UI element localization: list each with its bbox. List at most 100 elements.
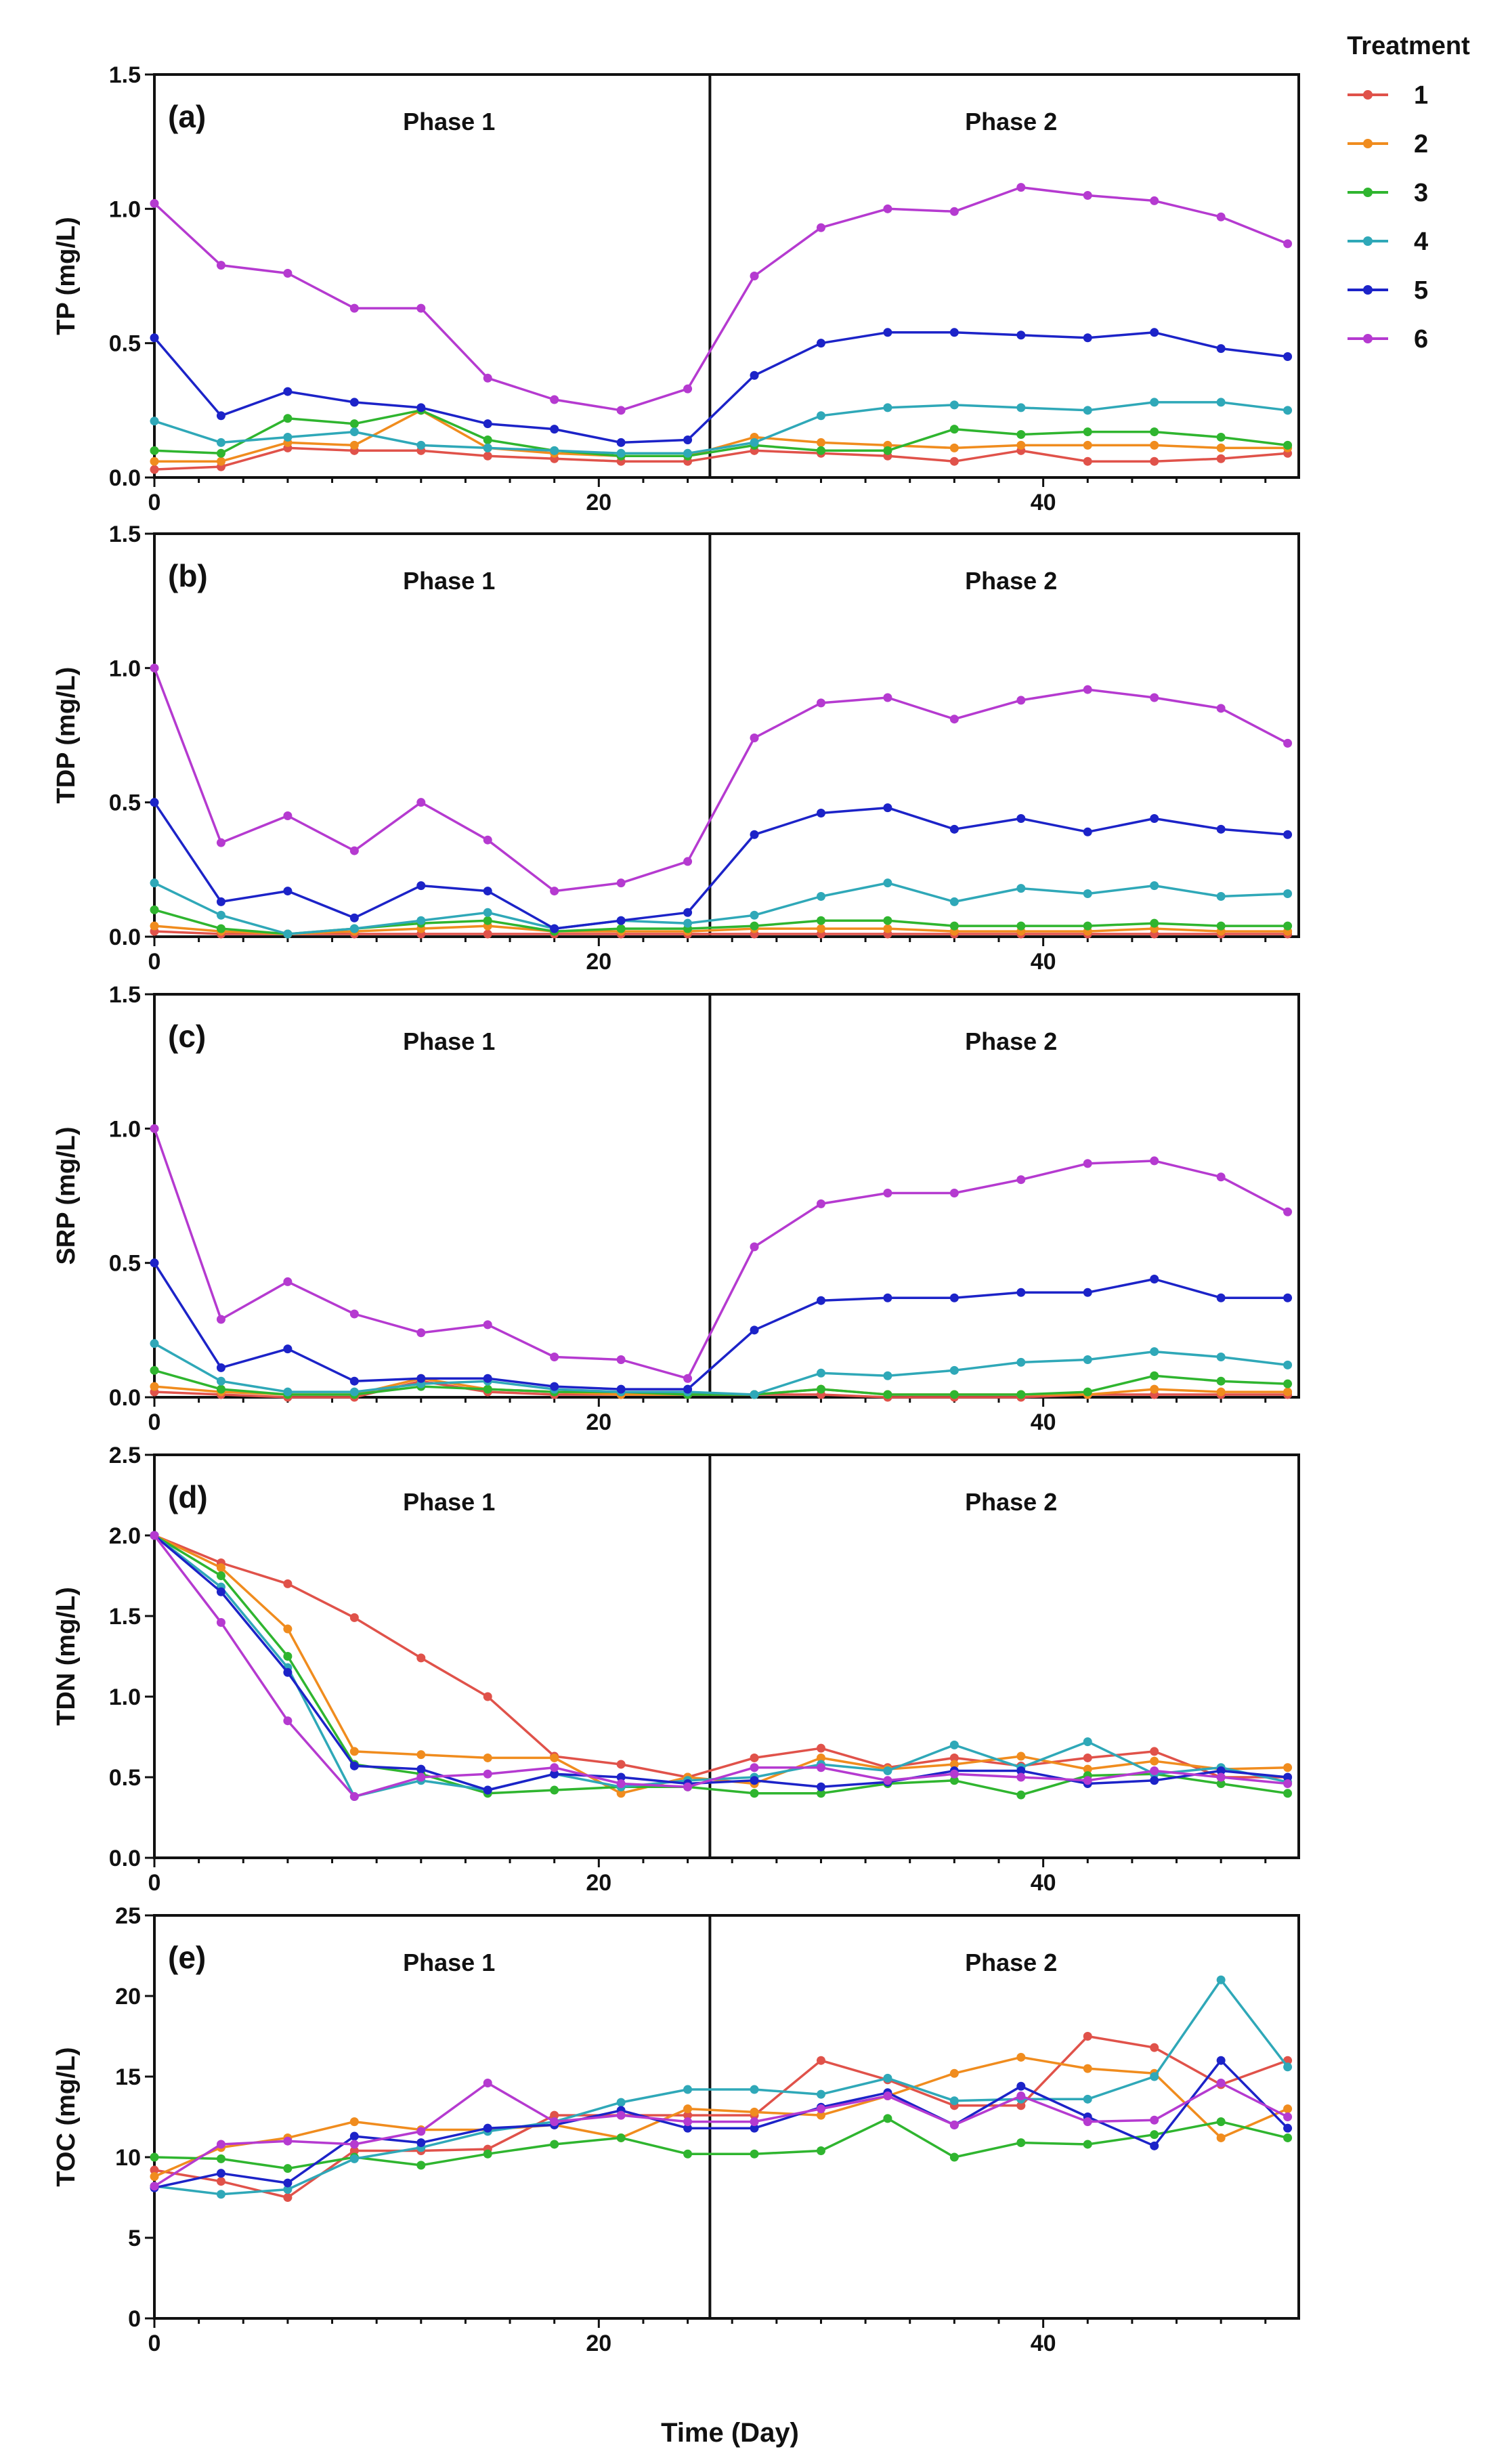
data-point [1216, 704, 1226, 713]
data-point [1216, 921, 1226, 931]
series-line [153, 801, 1288, 930]
data-point [216, 2177, 225, 2186]
data-point [816, 2056, 825, 2065]
data-point [616, 438, 626, 447]
data-point [550, 1382, 559, 1391]
phase-2-title: Phase 2 [965, 1027, 1057, 1055]
data-point [883, 446, 892, 455]
data-point [283, 1668, 293, 1677]
data-point [150, 1339, 159, 1348]
y-tick-label: 2.0 [109, 1523, 141, 1549]
data-point [616, 2133, 626, 2142]
data-point [616, 916, 626, 925]
data-point [683, 2104, 693, 2114]
data-point [416, 1374, 426, 1383]
x-tick-label: 40 [1031, 1409, 1056, 1435]
data-point [750, 370, 759, 380]
y-tick-label: 1.0 [109, 656, 141, 681]
data-point [883, 1293, 892, 1302]
data-point [949, 2068, 959, 2078]
data-point [150, 905, 159, 914]
data-point [150, 798, 159, 807]
panel-d: 0.0 0.5 1.0 1.5 2.0 2.5 0 20 40 TDN (mg/L) (d) Phas… [52, 1443, 1300, 1896]
data-point [1283, 1387, 1293, 1397]
phase-1-title: Phase 1 [403, 1027, 495, 1055]
panel-e: 0 5 10 15 20 25 0 20 40 TOC (mg/L) (e) Phase 1 Phase… [52, 1903, 1300, 2356]
data-point [216, 924, 225, 933]
x-tick-label: 0 [148, 2331, 161, 2356]
phase-1-title: Phase 1 [403, 108, 495, 135]
data-point [550, 395, 559, 404]
data-point [216, 1384, 225, 1394]
series-line [153, 1534, 1288, 1798]
data-point [416, 2127, 426, 2136]
series-line [154, 401, 1288, 455]
x-axis-label: Time (Day) [661, 2418, 799, 2448]
y-axis-label: TOC (mg/L) [52, 2047, 81, 2186]
series-line [154, 2056, 1289, 2178]
x-tick-label: 40 [1031, 490, 1056, 515]
data-point [1216, 344, 1226, 354]
data-point [883, 924, 892, 933]
data-point [816, 339, 825, 348]
data-point [216, 1571, 225, 1580]
data-point [1283, 239, 1293, 249]
data-point [216, 1376, 225, 1386]
data-point [1216, 398, 1226, 407]
data-point [550, 425, 559, 434]
data-point [1283, 2104, 1293, 2114]
data-point [150, 333, 159, 343]
data-point [949, 1189, 959, 1198]
data-point [550, 1753, 559, 1762]
data-point [1016, 403, 1026, 412]
data-point [483, 887, 492, 896]
data-point [883, 878, 892, 888]
series-line [154, 2081, 1289, 2188]
data-point [1016, 1357, 1026, 1367]
data-point [816, 2110, 825, 2120]
data-point [349, 419, 359, 429]
data-point [1083, 2094, 1092, 2104]
data-point [949, 328, 959, 337]
data-point [883, 1390, 892, 1399]
data-point [1283, 1207, 1293, 1216]
data-point [283, 269, 293, 278]
data-point [1150, 1371, 1159, 1380]
data-point [883, 1766, 892, 1775]
data-point [150, 2152, 159, 2162]
data-point [949, 443, 959, 452]
data-point [1283, 921, 1293, 931]
y-tick-label: 0.0 [109, 465, 141, 491]
data-point [483, 373, 492, 383]
data-point [550, 2110, 559, 2120]
data-point [683, 435, 693, 444]
phase-1-title: Phase 1 [403, 1949, 495, 1976]
data-point [283, 887, 293, 896]
data-point [949, 2152, 959, 2162]
data-point [883, 2073, 892, 2083]
data-point [883, 328, 892, 337]
legend-marker-icon [1363, 188, 1373, 197]
data-point [216, 910, 225, 920]
data-point [683, 918, 693, 928]
y-tick-label: 0.5 [109, 331, 141, 357]
data-point [349, 1613, 359, 1622]
data-point [550, 446, 559, 455]
data-point [1216, 1172, 1226, 1182]
y-axis-label: TDN (mg/L) [52, 1587, 81, 1726]
data-point [883, 2091, 892, 2101]
data-point [683, 2117, 693, 2127]
data-point [750, 272, 759, 280]
data-point [416, 303, 426, 313]
data-point [416, 881, 426, 891]
data-point [416, 1750, 426, 1760]
data-point [1216, 2079, 1226, 2088]
data-point [683, 857, 693, 866]
data-point [1150, 427, 1159, 437]
data-point [349, 2131, 359, 2141]
data-point [550, 2117, 559, 2127]
data-point [750, 2107, 759, 2117]
y-tick-label: 1.0 [109, 196, 141, 222]
data-point [816, 698, 825, 708]
x-tick-label: 40 [1031, 2331, 1056, 2356]
